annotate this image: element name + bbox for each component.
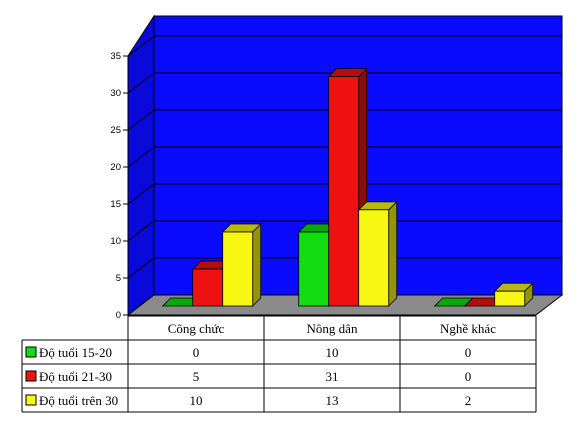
legend-label: Độ tuổi 15-20 [39, 345, 112, 360]
data-cell: 0 [193, 345, 200, 360]
side-wall [127, 14, 155, 317]
y-tick-label: 35 [110, 51, 121, 62]
x-category-label: Nông dân [307, 321, 358, 336]
data-cell: 0 [465, 345, 472, 360]
gridline-side [127, 257, 155, 279]
bar [222, 231, 254, 307]
legend-swatch [25, 346, 37, 358]
legend-label: Độ tuổi trên 30 [39, 393, 118, 408]
data-cell: 5 [193, 369, 200, 384]
data-cell: 10 [190, 393, 203, 408]
gridline-side [127, 35, 155, 57]
bar [192, 268, 224, 307]
data-table: Công chức Nông dân Nghề khác Độ tuổi 15-20 0… [21, 315, 537, 413]
gridline-side [127, 220, 155, 242]
x-category-label: Công chức [168, 321, 225, 336]
bars [161, 67, 534, 307]
data-cell: 13 [326, 393, 339, 408]
bar [298, 231, 330, 307]
gridline-side [127, 72, 155, 94]
y-tick-label: 0 [116, 310, 121, 321]
bar-side [252, 223, 262, 307]
x-category-label: Nghề khác [440, 321, 496, 336]
y-tick-label: 10 [110, 236, 121, 247]
legend-label: Độ tuổi 21-30 [39, 369, 112, 384]
gridline-side [127, 146, 155, 168]
y-tick-label: 5 [116, 273, 121, 284]
gridline-side [127, 183, 155, 205]
data-cell: 0 [465, 369, 472, 384]
y-tick-label: 25 [110, 125, 121, 136]
bar [358, 209, 390, 307]
data-cell: 10 [326, 345, 339, 360]
bar [328, 76, 360, 307]
y-tick-label: 30 [110, 88, 121, 99]
legend-swatch [25, 370, 37, 382]
y-axis: 0 5 10 15 20 25 30 35 [110, 51, 129, 321]
legend-swatch [25, 394, 37, 406]
bar [494, 290, 526, 307]
bar-side [388, 200, 398, 307]
data-cell: 2 [465, 393, 472, 408]
y-tick-label: 15 [110, 199, 121, 210]
y-tick-label: 20 [110, 162, 121, 173]
data-cell: 31 [326, 369, 339, 384]
gridline-side [127, 109, 155, 131]
